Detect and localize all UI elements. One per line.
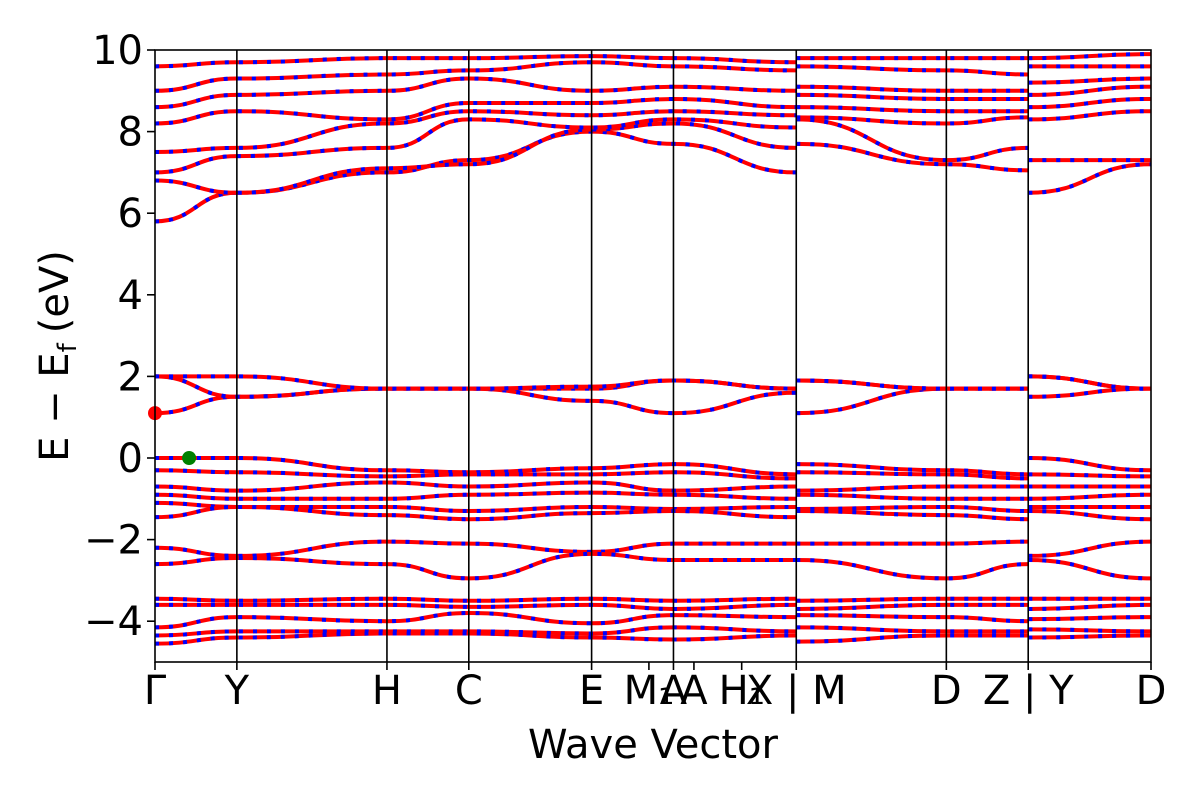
band-v13-spin-up-2 [1028,633,1151,640]
y-tick-label: 0 [118,436,143,482]
band-c4-spin-down-0 [155,129,797,224]
band-v4-spin-down-1 [796,492,1029,501]
band-v13-spin-down-1 [796,633,1029,644]
y-tick-label: 8 [118,110,143,156]
band-v7-spin-up-2 [1028,539,1151,558]
band-v8-spin-up-2 [1028,558,1151,581]
y-axis-label: E − Ef (eV) [32,250,83,462]
band-v6-spin-up-2 [1028,509,1151,522]
band-c6-spin-down-1 [796,115,1029,126]
band-c1-spin-up-1 [796,386,1029,416]
band-c11-spin-up-2 [1028,52,1151,61]
band-v8-spin-down-1 [796,558,1029,581]
k-path-separators [236,50,1030,662]
band-v9-spin-up-0 [155,596,797,603]
band-c7-spin-up-2 [1028,96,1151,110]
band-c7-spin-down-0 [155,109,797,154]
band-v8-spin-up-0 [155,551,797,581]
band-v2-spin-up-2 [1028,472,1151,479]
band-v11-spin-down-1 [796,613,1029,624]
band-v10-spin-up-0 [155,602,797,611]
x-tick-label: H₁ [719,668,765,714]
band-v4-spin-up-2 [1028,492,1151,501]
band-v9-spin-down-1 [796,596,1029,603]
band-c3-spin-up-2 [1028,374,1151,391]
band-v8-spin-down-0 [155,551,797,581]
band-v2-spin-down-1 [796,470,1029,481]
band-v11-spin-up-2 [1028,615,1151,622]
band-v10-spin-up-2 [1028,602,1151,611]
band-c8-spin-down-1 [796,92,1029,101]
x-tick-label: C [455,668,483,714]
band-c8-spin-up-2 [1028,84,1151,97]
y-tick-label: 4 [118,273,143,319]
x-tick-label: D [1136,668,1167,714]
band-c9-spin-up-2 [1028,76,1151,85]
band-c4-spin-up-1 [796,141,1029,173]
x-tick-label: X | M [746,668,847,714]
x-tick-label: E [579,668,604,714]
y-axis-label-subscript: f [53,342,83,352]
x-tick-label: D [931,668,962,714]
band-c10-spin-down-1 [796,64,1029,77]
x-tick-label: M₁ [624,668,675,714]
y-tick-label: 6 [118,191,143,237]
band-c9-spin-down-0 [155,76,797,110]
band-c4-spin-up-2 [1028,162,1151,195]
bands-layer [155,52,1151,646]
band-v5-spin-down-1 [796,504,1029,514]
band-v6-spin-down-1 [796,509,1029,522]
x-tick-label: A [680,668,708,714]
x-tick-label: Z | Y [983,668,1074,714]
band-v13-spin-up-0 [155,631,797,646]
band-c5-spin-up-1 [796,117,1029,163]
band-c9-spin-down-1 [796,84,1029,93]
y-axis-label-main: E − E [32,352,78,462]
x-tick-label: A [660,668,688,714]
y-tick-label: 2 [118,354,143,400]
band-c1-spin-up-0 [155,386,797,416]
band-c6-spin-up-2 [1028,109,1151,122]
y-axis-ticks: 10 8 6 4 2 0 −2 −4 [84,28,155,645]
plot-frame [154,49,1152,663]
band-c1-spin-down-0 [155,386,797,416]
band-c7-spin-down-1 [796,105,1029,114]
x-axis-label: Wave Vector [528,722,779,768]
band-v12-spin-up-2 [1028,627,1151,634]
band-v3-spin-down-1 [796,484,1029,493]
x-tick-label: Y [224,668,250,714]
band-v1-spin-down-1 [796,462,1029,477]
y-axis-label-unit: (eV) [32,250,78,333]
y-tick-label: −4 [84,599,143,645]
band-c5-spin-down-0 [155,121,797,195]
marker-vbm [182,451,197,465]
band-v12-spin-down-1 [796,625,1029,634]
x-tick-label: Γ [144,668,167,714]
band-c5-spin-down-1 [796,117,1029,163]
band-v10-spin-down-1 [796,602,1029,611]
band-v4-spin-up-0 [155,490,797,501]
y-tick-label: 10 [92,28,143,74]
band-v11-spin-down-0 [155,611,797,630]
band-v7-spin-down-1 [796,539,1029,546]
y-tick-label: −2 [84,518,143,564]
x-tick-label: H [372,668,402,714]
band-c3-spin-down-1 [796,378,1029,391]
band-c8-spin-down-0 [155,96,797,126]
band-v1-spin-up-2 [1028,456,1151,473]
